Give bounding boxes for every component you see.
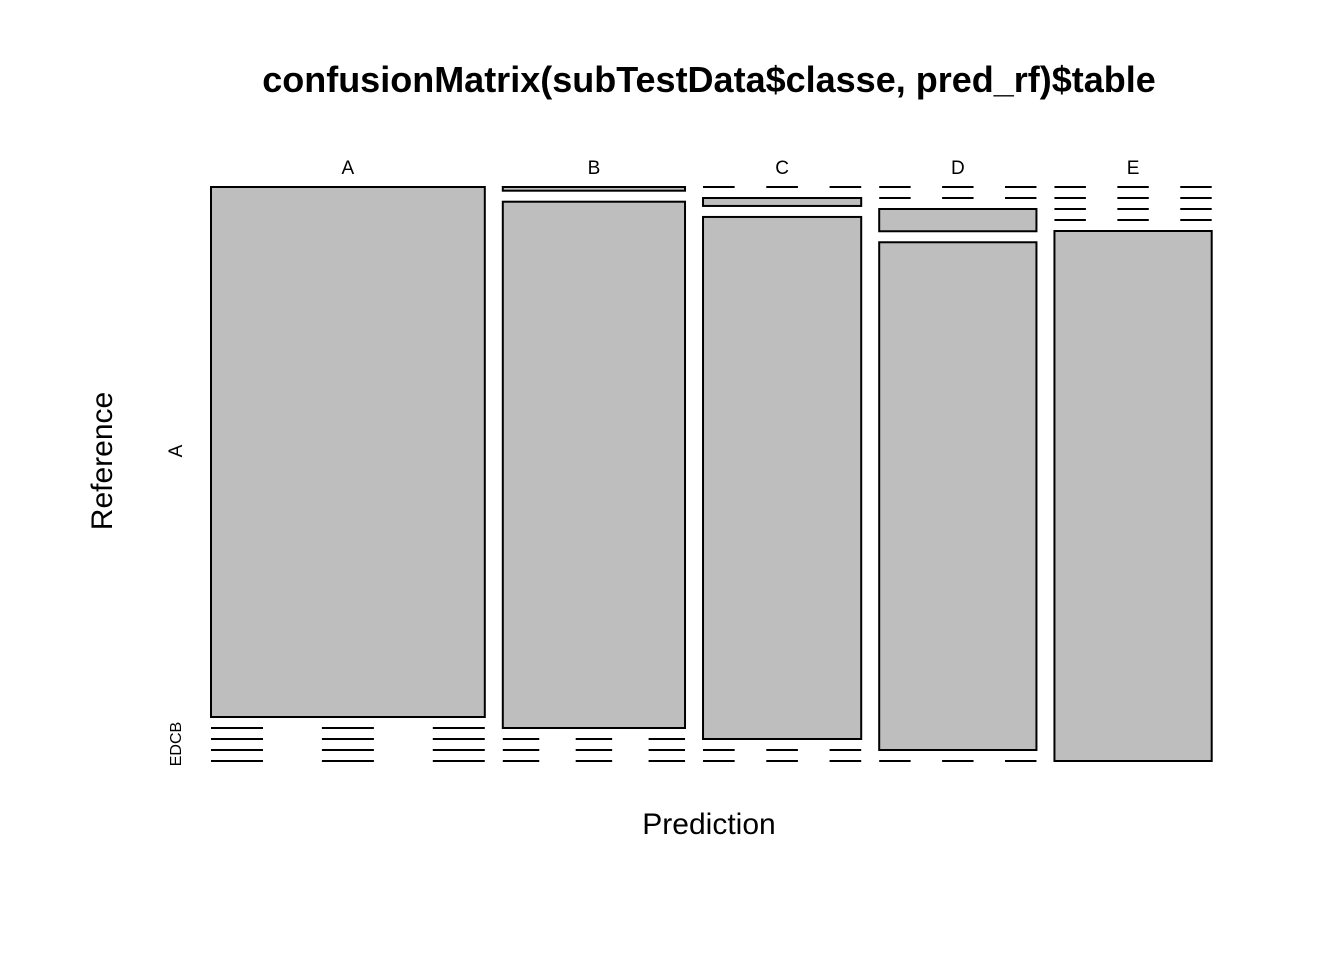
x-tick-label-d: D	[951, 158, 965, 179]
column-a-cell-a	[210, 186, 486, 718]
y-tick-label-a: A	[166, 444, 187, 457]
column-b-cell-b	[501, 200, 687, 729]
column-e	[1053, 186, 1213, 762]
column-d-cell-d	[878, 241, 1038, 751]
column-d-cell-c	[878, 208, 1038, 233]
mosaic-cells	[210, 186, 1213, 762]
column-c-cell-b	[702, 197, 863, 207]
column-b	[501, 186, 687, 762]
x-tick-labels: A B C D E	[342, 158, 1140, 179]
x-tick-label-a: A	[342, 158, 355, 179]
y-axis-label: Reference	[86, 392, 119, 530]
column-a	[210, 186, 486, 762]
column-e-cell-e	[1053, 230, 1213, 762]
column-b-cell-a	[501, 186, 687, 192]
chart-title: confusionMatrix(subTestData$classe, pred…	[262, 59, 1156, 100]
x-tick-label-c: C	[775, 158, 789, 179]
x-axis-label: Prediction	[642, 808, 775, 841]
column-c	[702, 186, 863, 762]
y-tick-label-edcb: EDCB	[168, 722, 185, 766]
x-tick-label-e: E	[1127, 158, 1140, 179]
column-d	[878, 186, 1038, 762]
column-c-cell-c	[702, 215, 863, 740]
x-tick-label-b: B	[588, 158, 601, 179]
